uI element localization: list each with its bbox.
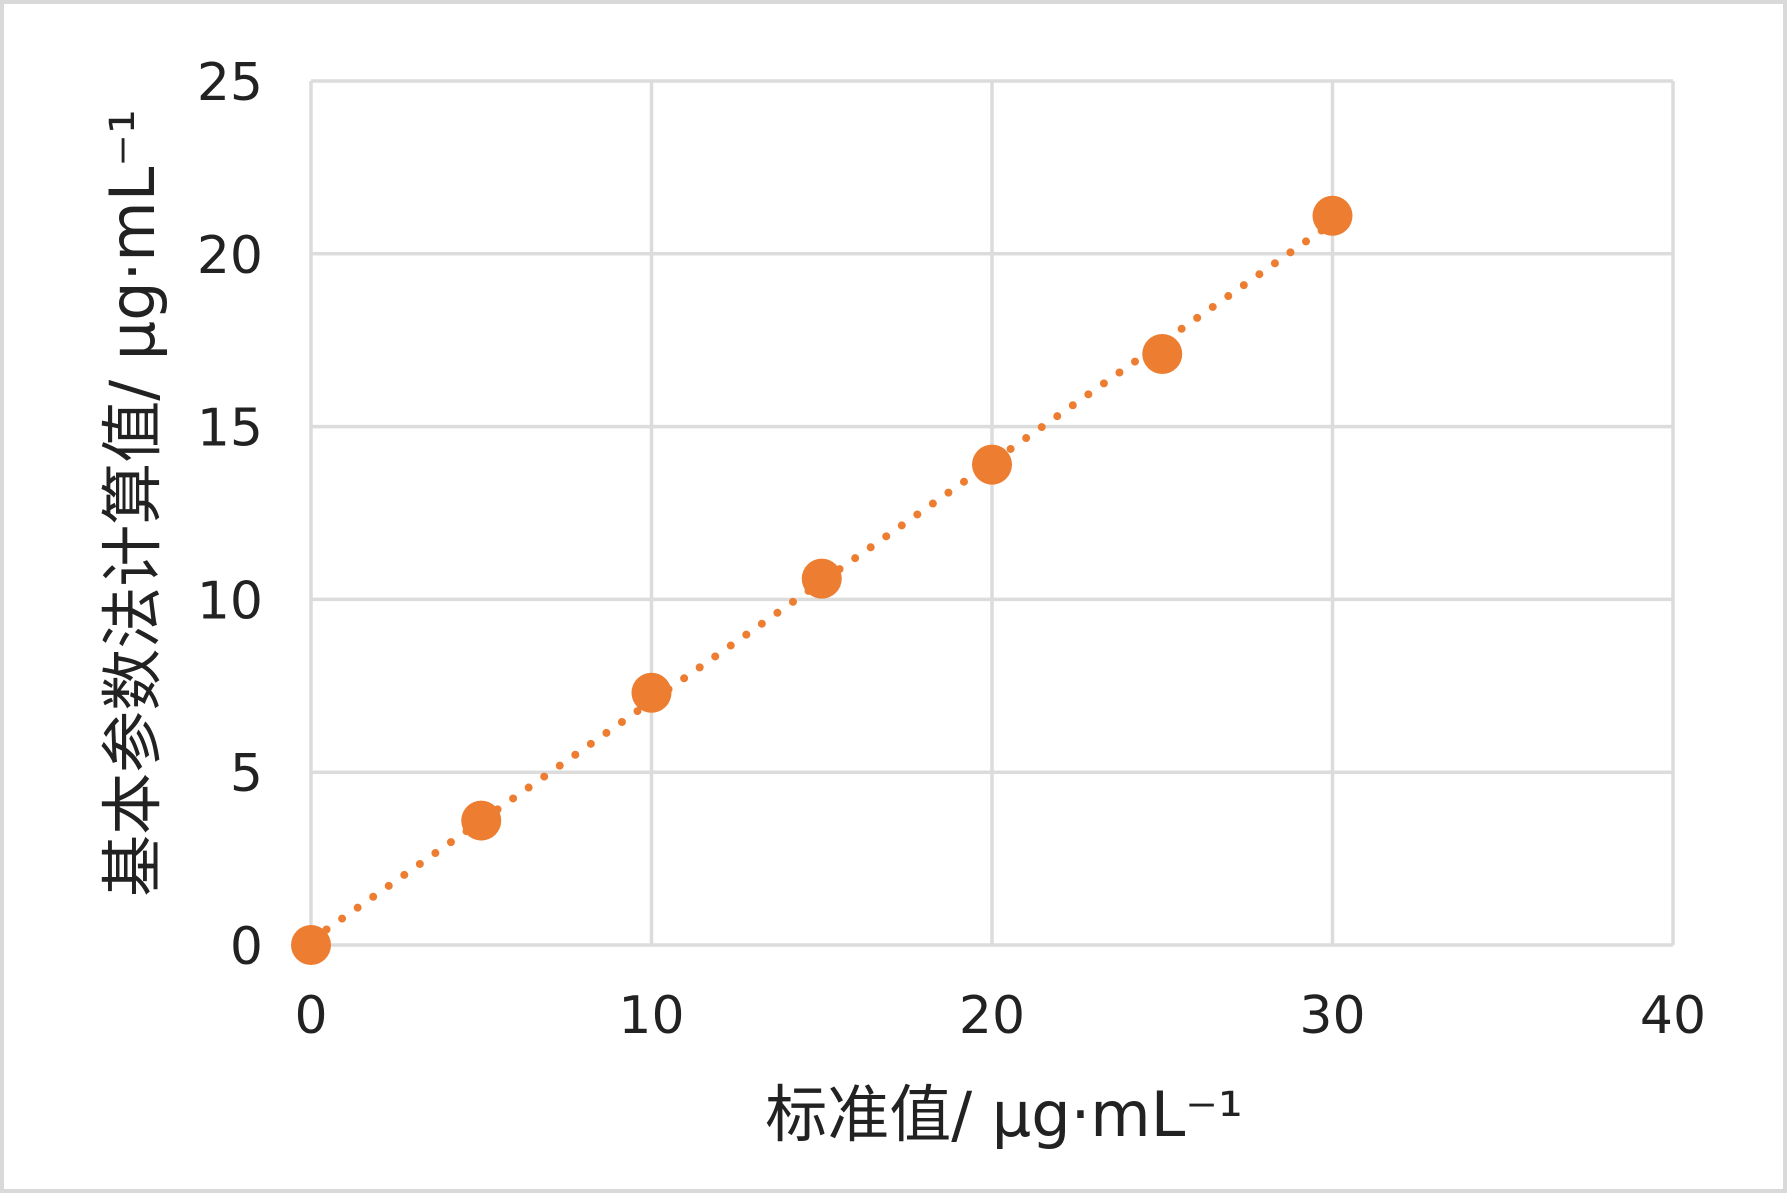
grid-lines	[309, 79, 1675, 947]
y-tick-labels: 0 5 10 15 20 25	[197, 53, 263, 977]
x-tick-label: 0	[294, 986, 327, 1046]
data-point	[801, 558, 842, 599]
x-tick-label: 10	[618, 986, 684, 1046]
x-tick-label: 20	[959, 986, 1025, 1046]
data-point	[1142, 334, 1183, 375]
y-tick-label: 10	[197, 571, 263, 631]
y-tick-label: 5	[230, 744, 263, 804]
x-axis-title: 标准值/ μg·mL⁻¹	[765, 1078, 1243, 1151]
data-point	[1312, 195, 1353, 236]
data-point	[291, 925, 331, 965]
data-point	[631, 672, 672, 713]
y-axis-title: 基本参数法计算值/ μg·mL⁻¹	[96, 109, 169, 897]
data-point	[972, 444, 1012, 485]
data-point	[461, 800, 502, 841]
y-tick-label: 15	[197, 399, 263, 459]
x-tick-label: 30	[1299, 986, 1365, 1046]
x-tick-label: 40	[1640, 986, 1706, 1046]
x-tick-labels: 0 10 20 30 40	[294, 986, 1706, 1046]
y-tick-label: 20	[197, 226, 263, 286]
y-tick-label: 25	[197, 53, 263, 113]
scatter-chart: 0 10 20 30 40 0 5 10 15 20 25 标准值/ μg·mL⁻¹ 基本参数法计…	[96, 53, 1706, 1151]
y-tick-label: 0	[230, 917, 263, 977]
data-points	[291, 195, 1353, 965]
